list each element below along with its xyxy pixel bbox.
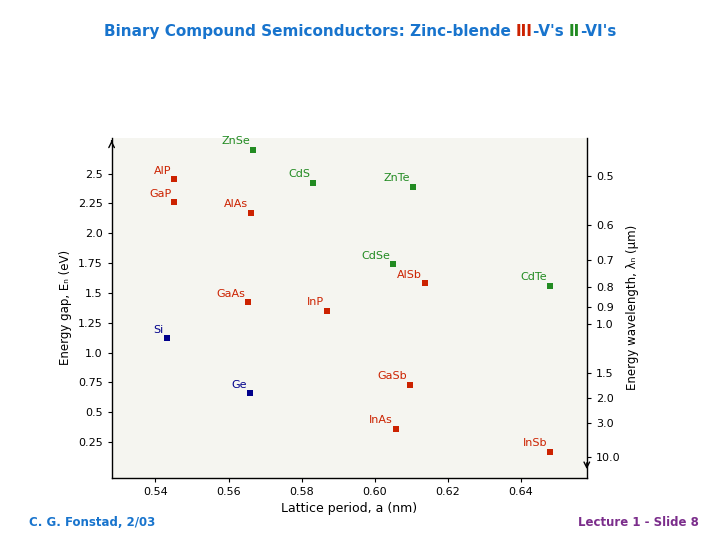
Text: III: III: [516, 24, 533, 39]
Y-axis label: Energy gap, Eₙ (eV): Energy gap, Eₙ (eV): [59, 250, 72, 366]
Text: GaSb: GaSb: [377, 371, 407, 381]
Text: ZnSe: ZnSe: [222, 136, 251, 146]
Text: C. G. Fonstad, 2/03: C. G. Fonstad, 2/03: [29, 516, 155, 529]
Text: -VI's: -VI's: [580, 24, 616, 39]
Text: InP: InP: [307, 297, 324, 307]
Text: InSb: InSb: [523, 438, 547, 448]
Text: CdSe: CdSe: [361, 251, 390, 261]
Text: Ge: Ge: [231, 380, 247, 389]
Text: CdS: CdS: [289, 170, 310, 179]
Y-axis label: Energy wavelength, λₙ (μm): Energy wavelength, λₙ (μm): [626, 225, 639, 390]
X-axis label: Lattice period, a (nm): Lattice period, a (nm): [281, 503, 418, 516]
Text: GaAs: GaAs: [216, 289, 245, 299]
Text: CdTe: CdTe: [521, 272, 547, 282]
Text: InAs: InAs: [369, 415, 393, 426]
Text: AlSb: AlSb: [397, 270, 422, 280]
Text: AlAs: AlAs: [224, 199, 248, 210]
Text: GaP: GaP: [149, 188, 171, 199]
Text: II: II: [569, 24, 580, 39]
Text: Binary Compound Semiconductors: Zinc-blende: Binary Compound Semiconductors: Zinc-ble…: [104, 24, 516, 39]
Text: ZnTe: ZnTe: [383, 173, 410, 183]
Text: -V's: -V's: [533, 24, 569, 39]
Text: Lecture 1 - Slide 8: Lecture 1 - Slide 8: [577, 516, 698, 529]
Text: AlP: AlP: [153, 166, 171, 176]
Text: Si: Si: [153, 325, 164, 335]
